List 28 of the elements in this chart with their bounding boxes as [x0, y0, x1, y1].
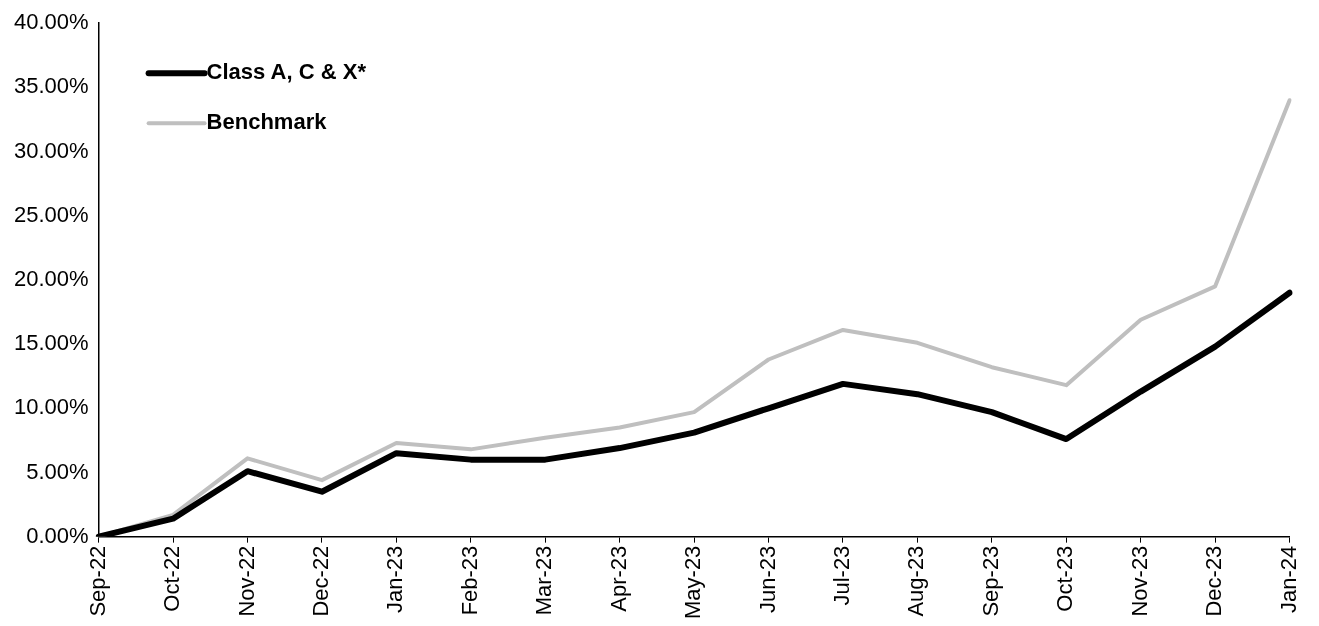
x-tick-label: Oct-22	[159, 545, 185, 612]
y-tick-label: 10.00%	[13, 394, 89, 420]
y-tick-label: 5.00%	[26, 458, 89, 484]
x-tick-label: Oct-23	[1052, 545, 1078, 612]
y-tick-label: 35.00%	[13, 73, 89, 99]
y-tick-label: 0.00%	[26, 522, 89, 548]
y-tick-label: 30.00%	[13, 137, 89, 163]
y-tick-label: 20.00%	[13, 265, 89, 291]
x-tick-label: Sep-23	[977, 545, 1003, 617]
x-tick-label: Nov-22	[233, 545, 259, 617]
y-tick-label: 25.00%	[13, 201, 89, 227]
x-tick-label: Aug-23	[903, 545, 929, 617]
x-tick-label: May-23	[680, 545, 706, 619]
x-tick-label: Dec-22	[307, 545, 333, 617]
y-tick-label: 40.00%	[13, 9, 89, 35]
x-tick-label: Apr-23	[605, 545, 631, 612]
x-tick-label: Jan-23	[382, 545, 408, 613]
y-tick-label: 15.00%	[13, 330, 89, 356]
x-tick-label: Jun-23	[754, 545, 780, 613]
x-tick-label: Nov-23	[1126, 545, 1152, 617]
x-tick-label: Sep-22	[84, 545, 110, 617]
legend-label: Class A, C & X*	[206, 59, 367, 85]
legend-label: Benchmark	[206, 109, 328, 135]
x-tick-label: Jan-24	[1275, 545, 1301, 613]
x-tick-label: Feb-23	[456, 545, 482, 616]
x-tick-label: Mar-23	[531, 545, 557, 616]
x-tick-label: Dec-23	[1201, 545, 1227, 617]
x-tick-label: Jul-23	[829, 545, 855, 606]
